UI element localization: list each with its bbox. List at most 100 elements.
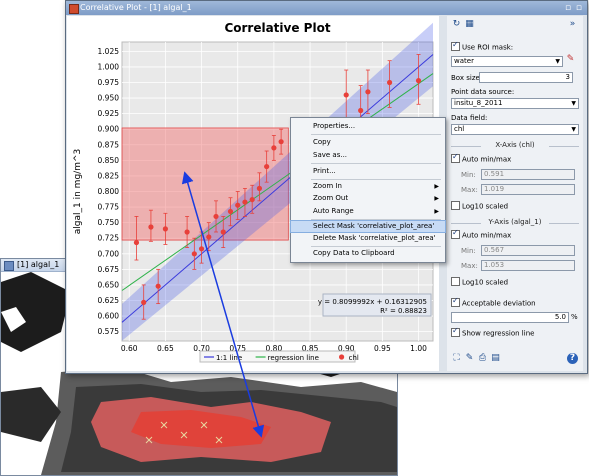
x-tick-label: 0.85 bbox=[302, 344, 319, 353]
acceptable-deviation-row[interactable]: Acceptable deviation bbox=[451, 296, 536, 308]
data-point bbox=[256, 185, 263, 191]
show-regression-row[interactable]: Show regression line bbox=[451, 326, 534, 338]
y-tick-label: 0.650 bbox=[98, 280, 120, 289]
regression-line bbox=[121, 73, 434, 291]
x-log-checkbox[interactable] bbox=[451, 201, 460, 210]
show-regression-checkbox[interactable] bbox=[451, 326, 460, 337]
edit-icon[interactable]: ✎ bbox=[465, 353, 474, 363]
window-titlebar[interactable]: Correlative Plot - [1] algal_1 ▫ ▫ bbox=[66, 1, 587, 15]
x-tick-label: 1.00 bbox=[410, 344, 427, 353]
legend-label: regression line bbox=[268, 354, 319, 362]
data-point bbox=[198, 246, 205, 252]
data-field-select[interactable]: chl ▼ bbox=[451, 124, 579, 135]
y-max-field[interactable]: 1.053 bbox=[481, 260, 575, 271]
y-tick-label: 0.750 bbox=[98, 218, 120, 227]
equation-box bbox=[322, 293, 432, 317]
data-point bbox=[264, 163, 270, 170]
menu-select-mask[interactable]: Select Mask 'correlative_plot_area' bbox=[290, 220, 446, 233]
y-log-checkbox[interactable] bbox=[451, 277, 460, 286]
x-tick-label: 0.90 bbox=[338, 344, 355, 353]
point-source-label: Point data source: bbox=[451, 88, 515, 96]
menu-copy-data[interactable]: Copy Data to Clipboard bbox=[313, 249, 395, 257]
data-point bbox=[155, 283, 161, 289]
one-to-one-line bbox=[121, 54, 434, 323]
y-tick-label: 0.575 bbox=[98, 327, 120, 336]
data-field-label: Data field: bbox=[451, 114, 488, 122]
window-controls[interactable]: ▫ ▫ bbox=[564, 3, 583, 13]
submenu-arrow-icon: ▶ bbox=[434, 208, 439, 215]
data-point bbox=[235, 202, 241, 208]
x-max-field[interactable]: 1.019 bbox=[481, 184, 575, 195]
menu-delete-mask[interactable]: Delete Mask 'correlative_plot_area' bbox=[313, 234, 436, 242]
submenu-arrow-icon: ▶ bbox=[434, 183, 439, 190]
y-min-field[interactable]: 0.567 bbox=[481, 245, 575, 256]
data-point bbox=[278, 139, 284, 145]
help-icon[interactable]: ? bbox=[567, 353, 578, 364]
data-point bbox=[343, 92, 349, 98]
data-point bbox=[191, 251, 197, 257]
submenu-arrow-icon: ▶ bbox=[434, 195, 439, 202]
menu-separator bbox=[311, 219, 441, 220]
y-tick-label: 0.975 bbox=[98, 78, 120, 87]
menu-zoom-in[interactable]: Zoom In ▶ bbox=[313, 182, 439, 190]
y-tick-label: 0.725 bbox=[98, 234, 120, 243]
use-roi-mask-row[interactable]: Use ROI mask: bbox=[451, 40, 513, 52]
collapse-icon[interactable]: » bbox=[569, 19, 576, 29]
x-auto-minmax-checkbox[interactable] bbox=[451, 152, 460, 163]
app-icon bbox=[69, 4, 79, 14]
data-point bbox=[365, 89, 371, 95]
data-point bbox=[242, 199, 248, 205]
y-log-row[interactable]: Log10 scaled bbox=[451, 277, 508, 287]
menu-print[interactable]: Print... bbox=[313, 167, 336, 175]
menu-separator bbox=[311, 179, 441, 180]
window-title: Correlative Plot - [1] algal_1 bbox=[80, 3, 192, 12]
menu-separator bbox=[311, 163, 441, 164]
x-min-field[interactable]: 0.591 bbox=[481, 169, 575, 180]
data-point bbox=[148, 224, 154, 230]
y-auto-minmax-row[interactable]: Auto min/max bbox=[451, 228, 511, 240]
y-tick-label: 0.850 bbox=[98, 156, 120, 165]
y-axis-section-title: Y-Axis (algal_1) bbox=[451, 218, 579, 226]
data-point bbox=[141, 299, 147, 305]
legend-label: chl bbox=[349, 354, 359, 362]
y-tick-label: 0.800 bbox=[98, 187, 120, 196]
print-icon[interactable]: ▤ bbox=[491, 353, 500, 363]
x-max-label: Max: bbox=[461, 186, 478, 194]
x-tick-label: 0.65 bbox=[157, 344, 174, 353]
x-min-label: Min: bbox=[461, 171, 476, 179]
menu-properties[interactable]: Properties... bbox=[313, 122, 356, 130]
mask-edit-icon[interactable]: ✎ bbox=[566, 54, 575, 64]
point-source-select[interactable]: insitu_8_2011 ▼ bbox=[451, 98, 579, 109]
data-point bbox=[206, 234, 212, 240]
menu-zoom-out[interactable]: Zoom Out ▶ bbox=[313, 194, 439, 202]
y-auto-minmax-checkbox[interactable] bbox=[451, 228, 460, 239]
x-auto-minmax-row[interactable]: Auto min/max bbox=[451, 152, 511, 164]
box-size-spinner[interactable]: 3 bbox=[479, 72, 573, 83]
x-tick-label: 0.80 bbox=[266, 344, 283, 353]
y-tick-label: 0.900 bbox=[98, 125, 120, 134]
options-panel: ↻ ▦ » Use ROI mask: water▼ ✎ Box size: 3… bbox=[447, 16, 583, 371]
acceptable-deviation-checkbox[interactable] bbox=[451, 296, 460, 307]
y-tick-label: 0.775 bbox=[98, 203, 120, 212]
y-axis-label: algal_1 in mg/m^3 bbox=[73, 149, 83, 234]
menu-save-as[interactable]: Save as... bbox=[313, 151, 348, 159]
context-menu[interactable]: Properties... Copy Save as... Print... Z… bbox=[290, 117, 446, 263]
roi-mask-select[interactable]: water ▼ bbox=[451, 56, 563, 67]
x-log-row[interactable]: Log10 scaled bbox=[451, 201, 508, 211]
export-icon[interactable]: ⎙ bbox=[478, 353, 487, 363]
use-roi-mask-checkbox[interactable] bbox=[451, 40, 460, 51]
y-tick-label: 0.875 bbox=[98, 140, 120, 149]
zoom-all-icon[interactable]: ⛶ bbox=[453, 353, 460, 363]
refresh-icon[interactable]: ↻ bbox=[452, 19, 461, 29]
acceptable-deviation-field[interactable]: 5.0 bbox=[451, 312, 569, 323]
data-point bbox=[133, 239, 140, 246]
chevron-down-icon: ▼ bbox=[555, 58, 560, 65]
x-tick-label: 0.60 bbox=[121, 344, 138, 353]
menu-copy[interactable]: Copy bbox=[313, 138, 331, 146]
data-point bbox=[387, 79, 393, 86]
image-view-icon bbox=[4, 261, 14, 271]
table-icon[interactable]: ▦ bbox=[465, 19, 474, 29]
regression-equation: y = 0.8099992x + 0.16312905 bbox=[318, 298, 427, 306]
y-tick-label: 1.000 bbox=[98, 62, 120, 71]
menu-auto-range[interactable]: Auto Range ▶ bbox=[313, 207, 439, 215]
